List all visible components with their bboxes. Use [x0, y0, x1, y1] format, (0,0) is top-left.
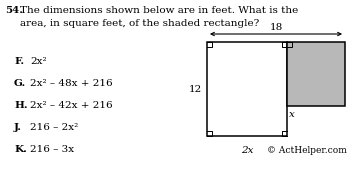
- Text: F.: F.: [14, 57, 24, 66]
- Text: 54.: 54.: [5, 6, 23, 15]
- Text: 2x: 2x: [241, 146, 253, 155]
- Text: 216 – 2x²: 216 – 2x²: [30, 124, 78, 132]
- Text: J.: J.: [14, 124, 22, 132]
- Text: 18: 18: [270, 23, 283, 32]
- Text: 2x² – 48x + 216: 2x² – 48x + 216: [30, 80, 113, 89]
- Text: 216 – 3x: 216 – 3x: [30, 145, 74, 155]
- Text: x: x: [289, 110, 295, 119]
- Text: 2x² – 42x + 216: 2x² – 42x + 216: [30, 101, 113, 110]
- Text: K.: K.: [14, 145, 27, 155]
- Text: H.: H.: [14, 101, 28, 110]
- Bar: [287, 42, 345, 106]
- Text: G.: G.: [14, 80, 26, 89]
- Text: 12: 12: [189, 85, 202, 93]
- Text: The dimensions shown below are in feet. What is the
area, in square feet, of the: The dimensions shown below are in feet. …: [20, 6, 298, 27]
- Text: © ActHelper.com: © ActHelper.com: [267, 146, 347, 155]
- Bar: [207, 42, 287, 136]
- Text: 2x²: 2x²: [30, 57, 47, 66]
